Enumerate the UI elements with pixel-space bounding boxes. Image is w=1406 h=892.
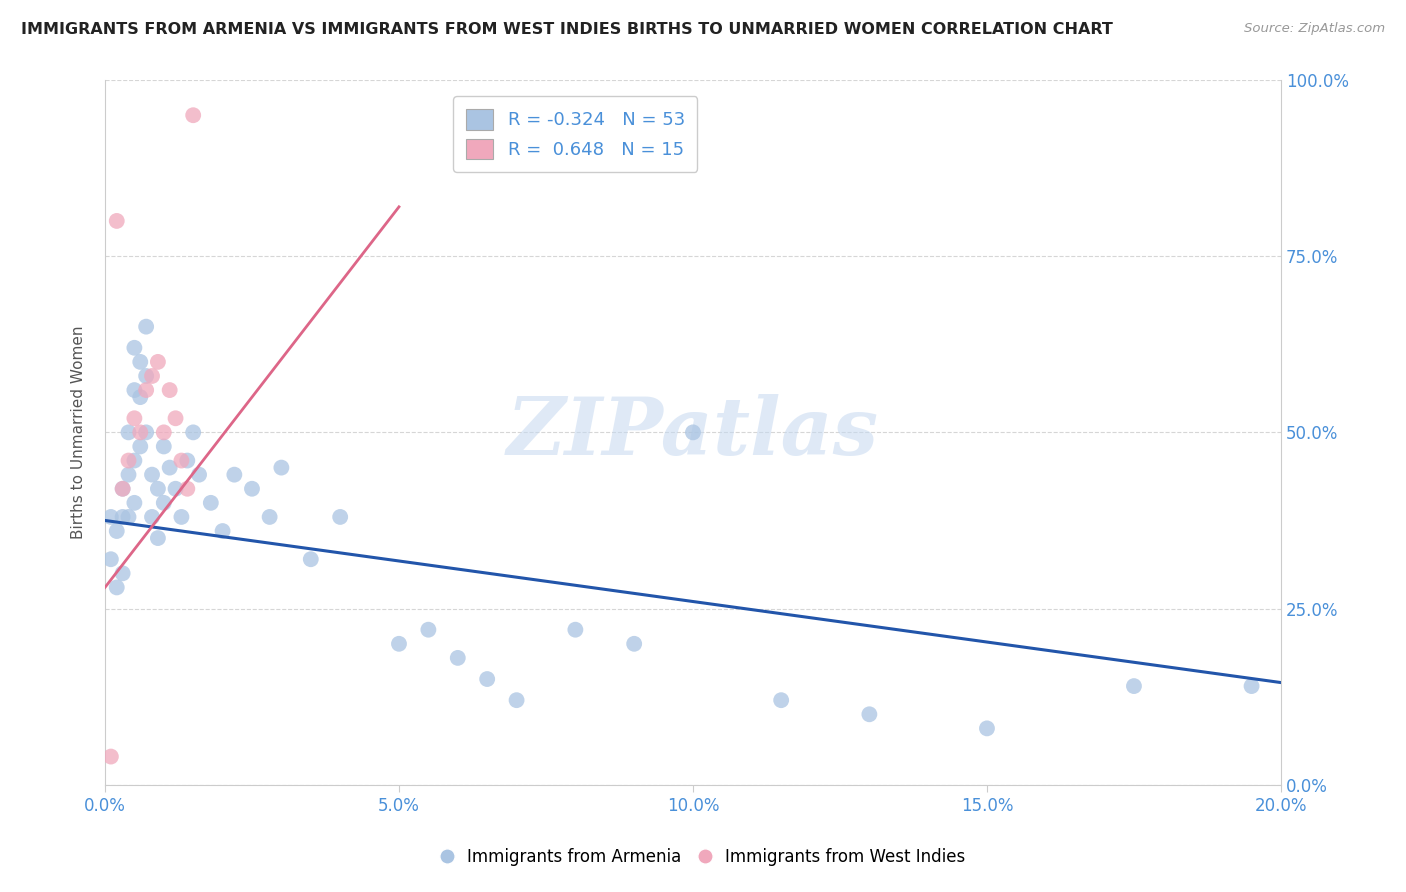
Point [505,693,527,707]
Point [418,623,440,637]
Point [105,581,128,595]
Point [124,496,146,510]
Point [858,707,880,722]
Point [564,623,586,637]
Point [141,369,163,384]
Point [146,531,169,545]
Point [976,722,998,736]
Point [447,651,470,665]
Point [141,510,163,524]
Point [111,566,134,581]
Point [170,510,193,524]
Point [117,467,139,482]
Point [165,482,187,496]
Point [135,383,157,397]
Point [259,510,281,524]
Y-axis label: Births to Unmarried Women: Births to Unmarried Women [72,326,86,539]
Point [105,214,128,228]
Point [181,108,204,122]
Point [111,482,134,496]
Point [176,453,198,467]
Point [111,482,134,496]
Text: IMMIGRANTS FROM ARMENIA VS IMMIGRANTS FROM WEST INDIES BIRTHS TO UNMARRIED WOMEN: IMMIGRANTS FROM ARMENIA VS IMMIGRANTS FR… [21,22,1114,37]
Point [117,510,139,524]
Point [124,411,146,425]
Point [135,425,157,440]
Point [152,425,174,440]
Point [200,496,222,510]
Point [152,496,174,510]
Point [146,482,169,496]
Point [170,453,193,467]
Point [165,411,187,425]
Point [1240,679,1263,693]
Point [770,693,793,707]
Point [299,552,322,566]
Point [270,460,292,475]
Point [146,355,169,369]
Point [100,552,122,566]
Point [111,510,134,524]
Point [188,467,211,482]
Point [240,482,263,496]
Point [159,460,181,475]
Point [129,355,152,369]
Point [623,637,645,651]
Point [329,510,352,524]
Point [211,524,233,538]
Point [105,524,128,538]
Point [176,482,198,496]
Point [682,425,704,440]
Point [1123,679,1146,693]
Point [129,390,152,404]
Point [129,425,152,440]
Point [224,467,246,482]
Point [117,425,139,440]
Point [181,425,204,440]
Point [135,319,157,334]
Point [124,383,146,397]
Legend: R = -0.324   N = 53, R =  0.648   N = 15: R = -0.324 N = 53, R = 0.648 N = 15 [453,96,697,172]
Point [477,672,499,686]
Text: Source: ZipAtlas.com: Source: ZipAtlas.com [1244,22,1385,36]
Point [388,637,411,651]
Point [100,749,122,764]
Point [124,453,146,467]
Point [117,453,139,467]
Point [100,510,122,524]
Point [152,440,174,454]
Point [141,467,163,482]
Point [159,383,181,397]
Text: ZIPatlas: ZIPatlas [508,393,879,471]
Point [135,369,157,384]
Point [129,440,152,454]
Legend: Immigrants from Armenia, Immigrants from West Indies: Immigrants from Armenia, Immigrants from… [434,842,972,873]
Point [124,341,146,355]
